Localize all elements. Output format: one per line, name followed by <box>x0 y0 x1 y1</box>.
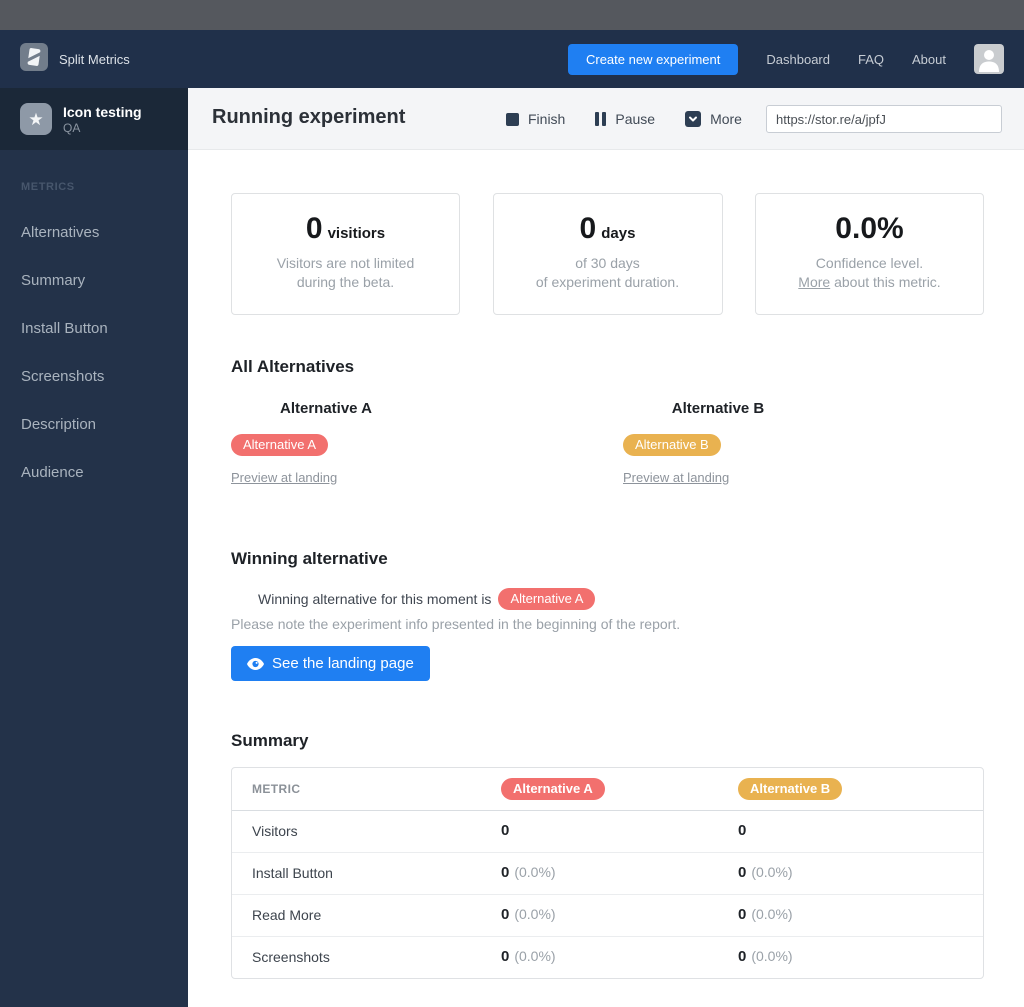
more-about-metric-link[interactable]: More <box>798 274 831 290</box>
user-avatar[interactable] <box>974 44 1004 74</box>
alternative-a-badge: Alternative A <box>231 434 328 456</box>
days-note-line2: of experiment duration. <box>535 274 680 290</box>
brand[interactable]: Split Metrics <box>20 42 130 76</box>
confidence-note-line2: More about this metric. <box>798 274 941 290</box>
visitors-value: 0 <box>305 212 323 245</box>
sidebar-item-install-button[interactable]: Install Button <box>21 320 108 337</box>
table-row: Screenshots 0 (0.0%) 0 (0.0%) <box>232 935 983 978</box>
nav-link-about[interactable]: About <box>912 51 946 67</box>
see-landing-page-button[interactable]: See the landing page <box>231 646 430 681</box>
alternative-a-column: Alternative A Alternative A Preview at l… <box>231 400 421 485</box>
sidebar-item-screenshots[interactable]: Screenshots <box>21 368 105 385</box>
alternative-b-title: Alternative B <box>671 400 765 417</box>
summary-col-b-badge: Alternative B <box>738 777 843 800</box>
nav-link-faq[interactable]: FAQ <box>858 51 885 67</box>
days-card: 0 days of 30 days of experiment duration… <box>492 193 723 315</box>
nav-link-dashboard[interactable]: Dashboard <box>766 51 830 67</box>
stop-icon <box>506 112 519 126</box>
winning-heading: Winning alternative <box>231 549 388 568</box>
pause-button[interactable]: Pause <box>595 111 655 127</box>
table-row: Read More 0 (0.0%) 0 (0.0%) <box>232 893 983 936</box>
sidebar-nav: Alternatives Summary Install Button Scre… <box>0 209 188 497</box>
table-row: Visitors 0 0 <box>252 822 747 839</box>
sidebar-item-description[interactable]: Description <box>21 416 97 433</box>
preview-landing-b-link[interactable]: Preview at landing <box>623 470 730 485</box>
eye-icon <box>247 657 264 670</box>
days-note-line1: of 30 days <box>575 255 640 271</box>
summary-col-metric: METRIC <box>232 768 501 811</box>
sidebar-item-summary[interactable]: Summary <box>21 272 86 289</box>
share-url-input[interactable] <box>766 105 1002 133</box>
winning-note: Please note the experiment info presente… <box>231 616 681 632</box>
page-title: Running experiment <box>212 106 406 128</box>
winning-lead: Winning alternative for this moment is A… <box>231 588 984 610</box>
winning-badge: Alternative A <box>498 588 596 610</box>
stat-cards: 0 visitiors Visitors are not limited dur… <box>231 193 984 315</box>
sidebar-item-alternatives[interactable]: Alternatives <box>21 224 100 241</box>
alternative-b-badge: Alternative B <box>623 434 721 456</box>
alternative-a-title: Alternative A <box>280 400 372 417</box>
alternatives-columns: Alternative A Alternative A Preview at l… <box>231 400 984 485</box>
sidebar: ★ Icon testing QA METRICS Alternatives S… <box>0 88 188 1007</box>
days-unit: days <box>601 225 636 242</box>
main-content: 0 visitiors Visitors are not limited dur… <box>188 150 1024 1007</box>
confidence-value: 0.0% <box>835 212 904 245</box>
splitmetrics-logo-icon <box>20 42 48 76</box>
brand-name: Split Metrics <box>59 51 130 67</box>
finish-button[interactable]: Finish <box>506 111 565 127</box>
preview-landing-a-link[interactable]: Preview at landing <box>231 470 338 485</box>
alternative-b-column: Alternative B Alternative B Preview at l… <box>623 400 813 485</box>
navbar-right: Create new experiment Dashboard FAQ Abou… <box>567 43 1024 75</box>
visitors-card: 0 visitiors Visitors are not limited dur… <box>231 193 460 315</box>
experiment-subtitle: QA <box>63 120 81 135</box>
all-alternatives-heading: All Alternatives <box>231 357 355 376</box>
sidebar-item-audience[interactable]: Audience <box>21 464 84 481</box>
top-navbar: Split Metrics Create new experiment Dash… <box>0 30 1024 88</box>
experiment-switcher[interactable]: ★ Icon testing QA <box>0 88 188 150</box>
app-star-icon: ★ <box>20 103 52 135</box>
page-header: Running experiment Finish Pause More <box>188 88 1024 150</box>
browser-top-strip <box>0 0 1024 30</box>
visitors-note-line1: Visitors are not limited <box>276 255 415 271</box>
experiment-name: Icon testing <box>63 103 142 120</box>
visitors-note-line2: during the beta. <box>296 274 395 290</box>
summary-heading: Summary <box>231 731 309 750</box>
visitors-unit: visitiors <box>327 225 386 242</box>
table-row: Install Button 0 (0.0%) 0 (0.0%) <box>232 851 983 894</box>
experiment-actions: Finish Pause More <box>506 88 772 150</box>
sidebar-section-label: METRICS <box>21 181 75 193</box>
more-button[interactable]: More <box>685 111 742 127</box>
summary-col-a-badge: Alternative A <box>501 777 605 800</box>
create-experiment-button[interactable]: Create new experiment <box>567 43 739 75</box>
pause-icon <box>595 112 607 126</box>
days-value: 0 <box>579 212 597 245</box>
confidence-note-line1: Confidence level. <box>815 255 924 271</box>
confidence-card: 0.0% Confidence level. More about this m… <box>755 193 984 315</box>
summary-table: METRIC Alternative A Alternative B Visit… <box>231 767 984 979</box>
chevron-down-icon <box>685 111 702 127</box>
